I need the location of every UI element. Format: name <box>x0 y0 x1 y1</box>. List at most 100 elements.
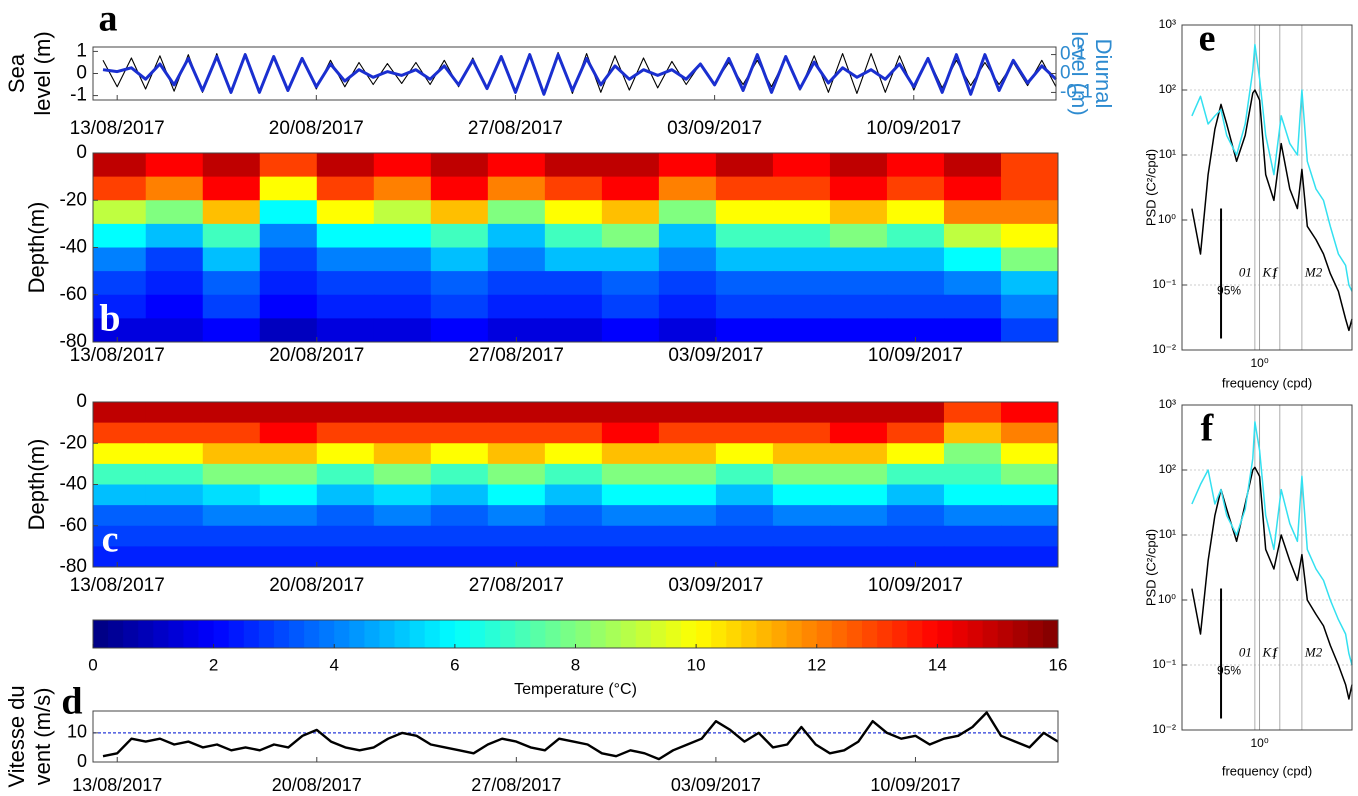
x-tick-label: 20/08/2017 <box>269 575 364 596</box>
colorbar-swatch <box>123 620 139 648</box>
heat-cell <box>373 223 432 248</box>
heat-cell <box>601 546 660 568</box>
frequency-label: f <box>1273 645 1279 660</box>
x-tick-label: 03/09/2017 <box>668 345 763 366</box>
colorbar-swatch <box>741 620 757 648</box>
heat-cell <box>202 223 261 248</box>
heat-cell <box>202 247 261 272</box>
colorbar-swatch <box>922 620 938 648</box>
heat-cell <box>487 505 546 527</box>
colorbar-swatch <box>515 620 531 648</box>
heat-cell <box>544 294 603 319</box>
colorbar-swatch <box>379 620 395 648</box>
x-tick-label: 10/09/2017 <box>870 775 960 795</box>
colorbar-swatch <box>861 620 878 648</box>
y-tick-label: 10⁻² <box>1152 342 1176 356</box>
heat-cell <box>772 443 831 465</box>
colorbar-swatch <box>334 620 350 648</box>
axis-label: level (m) <box>1067 31 1092 115</box>
colorbar-swatch <box>409 620 426 648</box>
heat-cell <box>772 247 831 272</box>
heat-cell <box>886 422 945 444</box>
heat-cell <box>658 176 717 201</box>
x-tick-label: 13/08/2017 <box>70 575 165 596</box>
heat-cell <box>259 223 318 248</box>
heat-cell <box>772 422 831 444</box>
colorbar-swatch <box>696 620 712 648</box>
heat-cell <box>259 484 318 506</box>
heat-cell <box>430 505 489 527</box>
data-line <box>1191 89 1353 332</box>
heat-cell <box>145 318 204 343</box>
x-tick-label: 27/08/2017 <box>469 575 564 596</box>
colorbar-swatch <box>877 620 893 648</box>
heat-cell <box>1000 200 1059 225</box>
heat-cell <box>829 484 888 506</box>
heat-cell <box>373 525 432 547</box>
panel-label: f <box>1201 408 1215 450</box>
plot-frame <box>1181 404 1353 731</box>
heat-cell <box>430 463 489 485</box>
heat-cell <box>430 546 489 568</box>
heat-cell <box>715 153 774 178</box>
colorbar-swatch <box>801 620 818 648</box>
heat-cell <box>601 443 660 465</box>
heat-cell <box>430 294 489 319</box>
y-tick-label: 0.1 <box>1060 44 1086 65</box>
data-line <box>102 711 1059 761</box>
heat-cell <box>943 505 1002 527</box>
heat-cell <box>202 546 261 568</box>
heat-cell <box>886 271 945 296</box>
heat-cell <box>658 402 717 424</box>
heat-cell <box>943 525 1002 547</box>
colorbar-swatch <box>454 620 471 648</box>
y-tick-label: 0 <box>76 391 87 412</box>
heat-cell <box>430 402 489 424</box>
heat-cell <box>886 505 945 527</box>
panel-label: a <box>99 0 118 40</box>
heat-cell <box>430 443 489 465</box>
heat-cell <box>544 402 603 424</box>
heat-cell <box>601 318 660 343</box>
colorbar-swatch <box>530 620 546 648</box>
heat-cell <box>487 484 546 506</box>
heat-cell <box>658 200 717 225</box>
heat-cell <box>145 294 204 319</box>
colorbar-swatch <box>756 620 772 648</box>
heat-cell <box>715 484 774 506</box>
x-tick-label: 27/08/2017 <box>469 345 564 366</box>
heat-cell <box>829 271 888 296</box>
y-tick-label: -60 <box>60 284 87 305</box>
heat-cell <box>202 505 261 527</box>
colorbar-title: Temperature (°C) <box>514 681 637 698</box>
heat-cell <box>316 247 375 272</box>
colorbar-swatch <box>153 620 169 648</box>
y-tick-label: -1 <box>70 85 87 106</box>
colorbar-swatch <box>1027 620 1044 648</box>
heat-cell <box>886 223 945 248</box>
colorbar-swatch <box>892 620 908 648</box>
y-tick-label: 10² <box>1159 82 1176 96</box>
heat-cell <box>658 223 717 248</box>
heat-cell <box>658 247 717 272</box>
axis-label: Vitesse du <box>4 685 29 787</box>
x-tick-label: 27/08/2017 <box>468 118 563 139</box>
heat-cell <box>829 153 888 178</box>
y-tick-label: -20 <box>60 432 87 453</box>
heat-cell <box>1000 525 1059 547</box>
heat-cell <box>772 546 831 568</box>
heat-cell <box>886 200 945 225</box>
heat-cell <box>658 463 717 485</box>
x-tick-label: 10/09/2017 <box>868 575 963 596</box>
heat-cell <box>886 484 945 506</box>
heat-cell <box>715 422 774 444</box>
heat-cell <box>373 443 432 465</box>
heat-cell <box>544 200 603 225</box>
heat-cell <box>373 463 432 485</box>
heat-cell <box>886 176 945 201</box>
heat-cell <box>601 422 660 444</box>
heat-cell <box>93 153 147 178</box>
heat-cell <box>145 271 204 296</box>
heat-cell <box>544 484 603 506</box>
